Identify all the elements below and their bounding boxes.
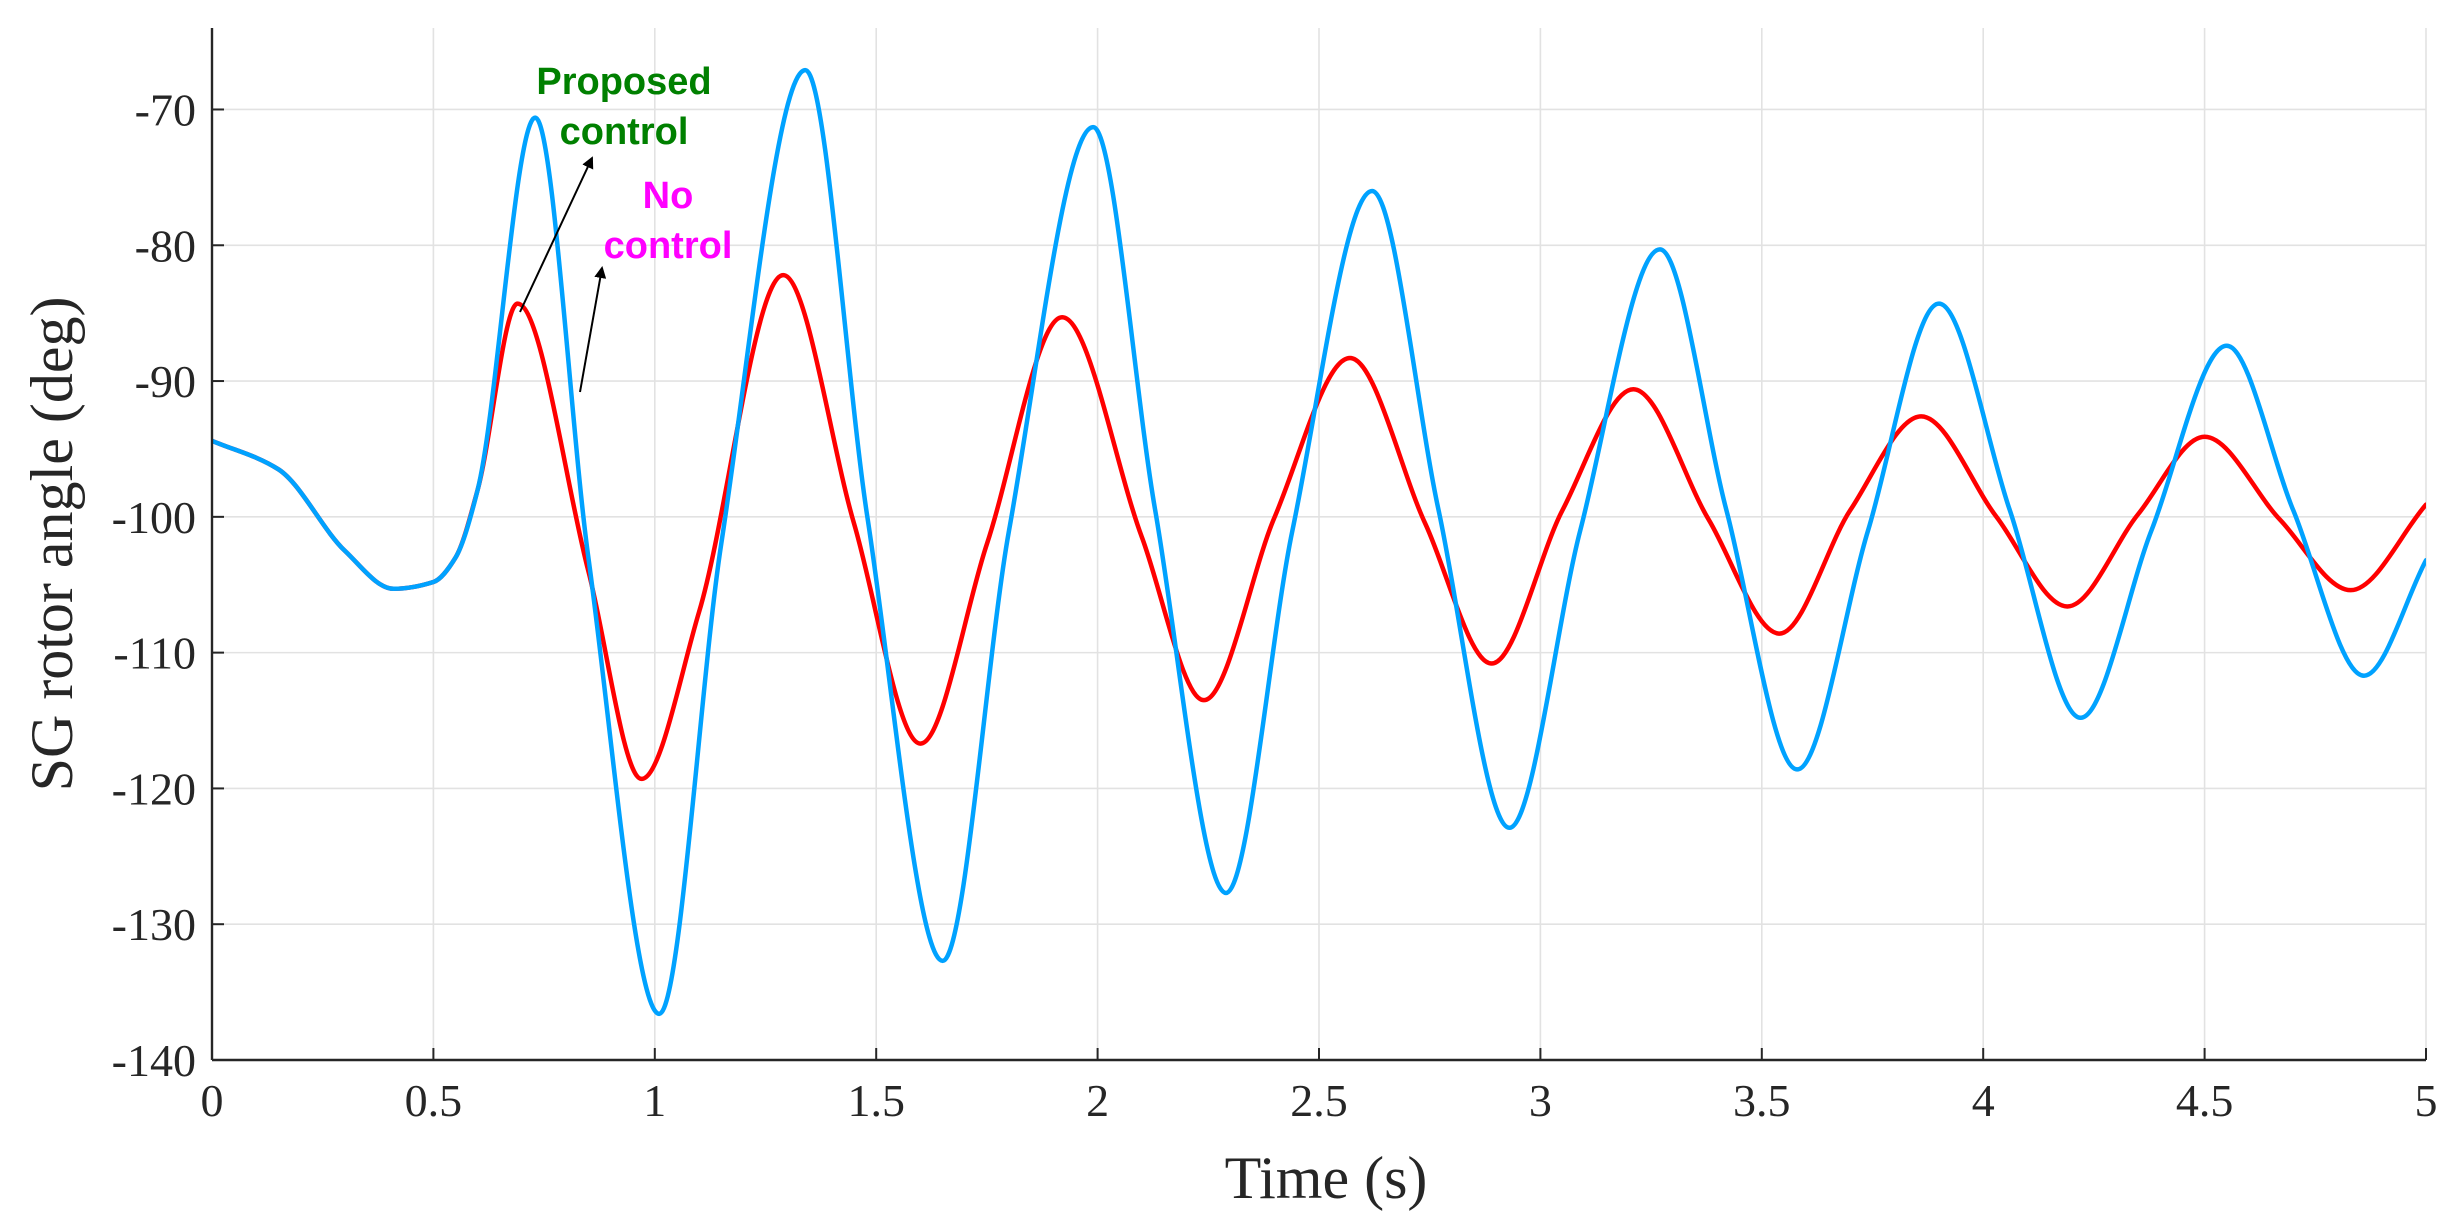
- y-tick-label: -120: [112, 763, 196, 814]
- x-gridlines: [432, 28, 2427, 1060]
- y-tick-label: -70: [135, 84, 196, 135]
- y-tick-label: -80: [135, 220, 196, 271]
- x-tick-label: 3: [1529, 1075, 1552, 1126]
- x-axis-title: Time (s): [1225, 1145, 1428, 1211]
- x-tick-label: 1.5: [847, 1075, 905, 1126]
- x-tick-label: 0: [201, 1075, 224, 1126]
- x-ticks: 0 0.5 1 1.5 2 2.5 3 3.5 4 4.5 5: [201, 1048, 2438, 1126]
- annotation-proposed-label-line1: Proposed: [536, 61, 711, 103]
- x-tick-label: 4: [1972, 1075, 1995, 1126]
- y-tick-label: -130: [112, 899, 196, 950]
- y-tick-label: -140: [112, 1035, 196, 1086]
- x-tick-label: 2.5: [1290, 1075, 1348, 1126]
- y-tick-label: -110: [113, 628, 196, 679]
- series-line-proposed-control: [212, 67, 2426, 1017]
- x-tick-label: 0.5: [405, 1075, 463, 1126]
- y-tick-label: -100: [112, 492, 196, 543]
- y-tick-label: -90: [135, 356, 196, 407]
- series-layer: [212, 67, 2426, 1017]
- x-tick-label: 1: [643, 1075, 666, 1126]
- y-axis-title: SG rotor angle (deg): [19, 297, 85, 792]
- x-tick-label: 2: [1086, 1075, 1109, 1126]
- annotation-proposed-control: Proposed control: [519, 61, 712, 313]
- x-tick-label: 3.5: [1733, 1075, 1791, 1126]
- annotation-no-control-arrow: [579, 266, 607, 393]
- x-tick-label: 5: [2415, 1075, 2438, 1126]
- annotation-no-control-label-line2: control: [604, 225, 733, 267]
- annotation-proposed-label-line2: control: [560, 111, 689, 153]
- annotation-no-control: No control: [579, 175, 733, 393]
- x-tick-label: 4.5: [2176, 1075, 2234, 1126]
- annotation-no-control-label-line1: No: [643, 175, 694, 217]
- annotation-proposed-arrow: [519, 156, 594, 313]
- y-ticks: -140 -130 -120 -110 -100 -90 -80 -70: [112, 84, 224, 1086]
